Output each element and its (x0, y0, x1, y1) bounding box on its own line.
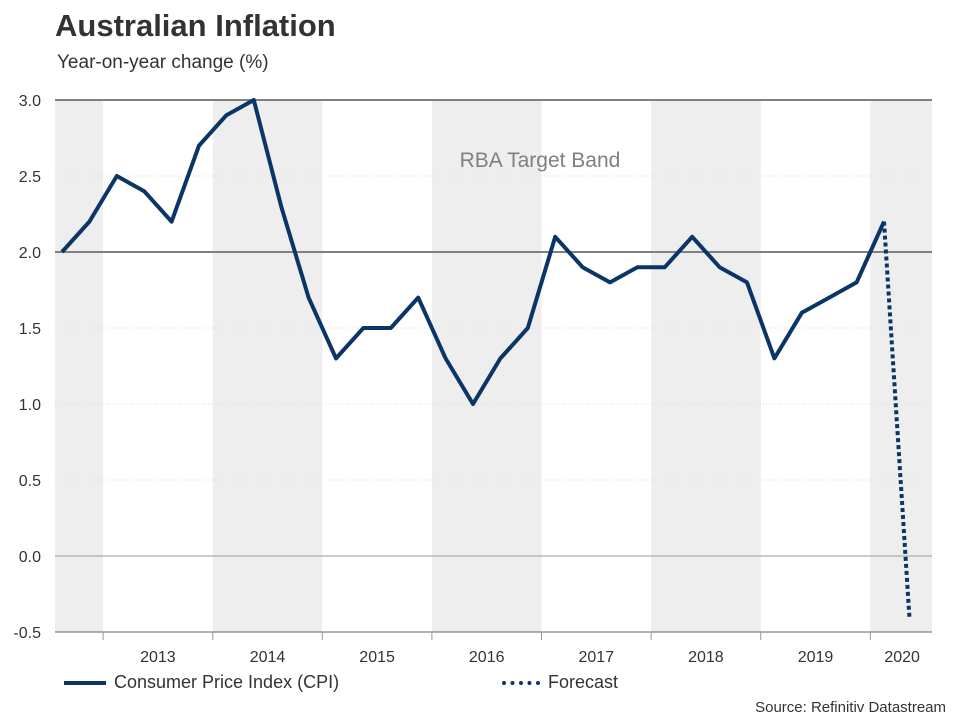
x-tick-label: 2013 (140, 649, 176, 666)
chart-subtitle: Year-on-year change (%) (57, 52, 269, 73)
x-tick-label: 2016 (469, 649, 505, 666)
legend-swatch-forecast (502, 680, 540, 685)
x-tick-label: 2014 (250, 649, 286, 666)
legend-item-cpi: Consumer Price Index (CPI) (64, 672, 339, 693)
axes (55, 631, 932, 640)
x-tick-label: 2017 (579, 649, 615, 666)
y-tick-labels: 3.0 2.5 2.0 1.5 1.0 0.5 0.0 -0.5 (13, 93, 41, 642)
year-shade-2012 (55, 100, 104, 632)
y-tick-label: 2.5 (19, 169, 41, 186)
target-band-lines (55, 99, 932, 253)
x-tick-label: 2015 (359, 649, 395, 666)
legend-label-forecast: Forecast (548, 672, 619, 692)
year-shade-2018 (651, 100, 761, 632)
series-line-forecast (882, 221, 912, 617)
series-lines (60, 98, 912, 617)
y-tick-label: 0.0 (19, 549, 41, 566)
x-tick-label: 2020 (884, 649, 920, 666)
target-band-label: RBA Target Band (460, 149, 621, 172)
y-tick-label: 0.5 (19, 473, 41, 490)
y-tick-label: -0.5 (13, 625, 41, 642)
y-tick-label: 3.0 (19, 93, 41, 110)
legend-item-forecast: Forecast (502, 672, 618, 693)
x-tick-label: 2019 (798, 649, 834, 666)
series-line-cpi (60, 98, 886, 406)
legend-swatch-cpi (64, 680, 106, 685)
year-shade-2020 (870, 100, 932, 632)
source-note: Source: Refinitiv Datastream (755, 699, 946, 716)
year-shade-2014 (212, 100, 323, 632)
x-tick-labels: 2013 2014 2015 2016 2017 2018 2019 2020 (140, 649, 920, 666)
legend-label-cpi: Consumer Price Index (CPI) (114, 672, 340, 692)
x-tick-label: 2018 (688, 649, 724, 666)
y-tick-label: 1.5 (19, 321, 41, 338)
chart-title: Australian Inflation (55, 8, 336, 43)
y-tick-label: 2.0 (19, 245, 41, 262)
y-tick-label: 1.0 (19, 397, 41, 414)
